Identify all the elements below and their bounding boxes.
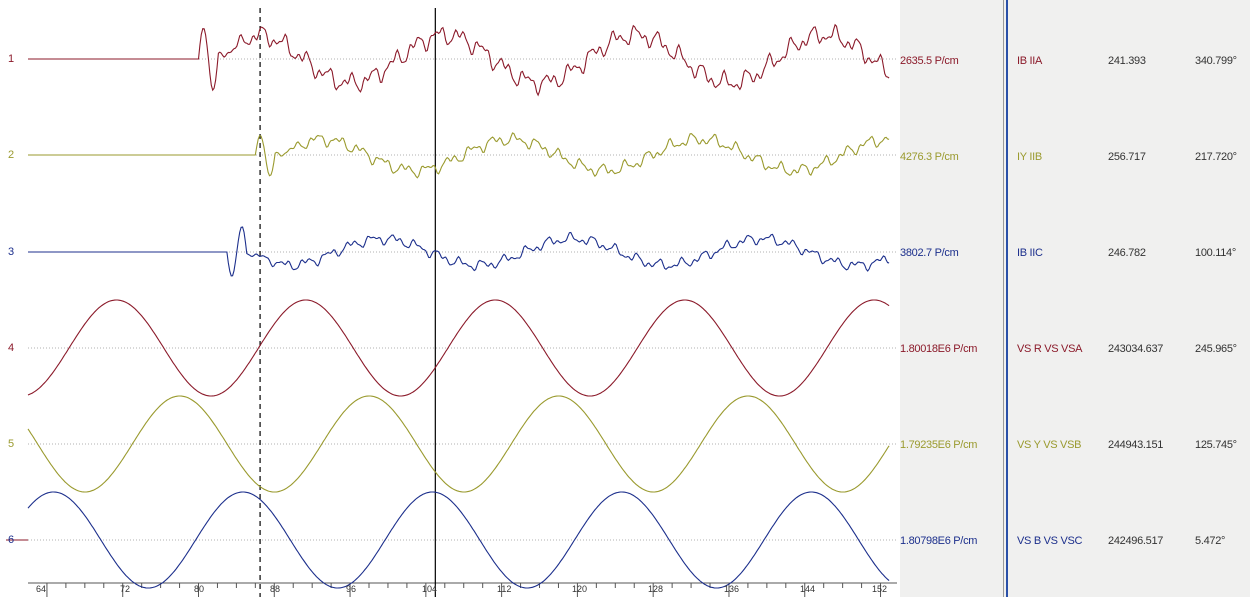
channel-number-2: 2 [8, 149, 15, 161]
channel-angle-4: 245.965° [1195, 343, 1237, 355]
x-tick-label: 144 [800, 584, 816, 594]
channel-magnitude-3: 246.782 [1108, 247, 1146, 259]
channel-magnitude-1: 241.393 [1108, 55, 1146, 67]
channel-magnitude-4: 243034.637 [1108, 343, 1164, 355]
x-tick-label: 64 [36, 584, 47, 594]
x-tick-label: 88 [270, 584, 281, 594]
x-tick-label: 136 [724, 584, 740, 594]
x-tick-label: 128 [648, 584, 664, 594]
channel-angle-6: 5.472° [1195, 535, 1226, 547]
channel-name-5: VS Y VS VSB [1017, 439, 1082, 451]
x-tick-label: 72 [120, 584, 131, 594]
panel-divider [1003, 0, 1004, 597]
waveform-trace-5 [27, 395, 890, 493]
channel-magnitude-5: 244943.151 [1108, 439, 1164, 451]
channel-number-6: 6 [8, 534, 15, 546]
x-tick-label: 112 [497, 584, 512, 594]
panel-divider-blue [1006, 0, 1008, 597]
x-tick-label: 152 [872, 584, 888, 594]
channel-scale-3: 3802.7 P/cm [900, 247, 959, 259]
channel-name-3: IB IIC [1017, 247, 1043, 259]
channel-number-5: 5 [8, 438, 15, 450]
waveform-trace-2 [28, 132, 890, 179]
x-tick-label: 80 [194, 584, 205, 594]
channel-name-6: VS B VS VSC [1017, 535, 1083, 547]
x-tick-label: 120 [572, 584, 588, 594]
waveform-plot[interactable] [0, 0, 900, 597]
channel-number-1: 1 [8, 53, 15, 65]
waveform-trace-4 [27, 299, 890, 397]
channel-info-panel: 2635.5 P/cm IB IIA 241.393 340.799° 4276… [900, 0, 1250, 597]
channel-name-2: IY IIB [1017, 151, 1042, 163]
waveform-trace-3 [28, 226, 890, 277]
channel-scale-6: 1.80798E6 P/cm [900, 535, 978, 547]
channel-scale-1: 2635.5 P/cm [900, 55, 959, 67]
channel-angle-1: 340.799° [1195, 55, 1237, 67]
channel-scale-2: 4276.3 P/cm [900, 151, 959, 163]
waveform-trace-1 [28, 23, 890, 97]
channel-angle-2: 217.720° [1195, 151, 1237, 163]
channel-scale-5: 1.79235E6 P/cm [900, 439, 978, 451]
channel-number-3: 3 [8, 246, 15, 258]
channel-angle-5: 125.745° [1195, 439, 1237, 451]
plot-area[interactable]: 1 2 3 4 5 6 64 72 80 88 96 104 112 120 1… [0, 0, 901, 597]
channel-scale-4: 1.80018E6 P/cm [900, 343, 978, 355]
channel-number-4: 4 [8, 342, 15, 354]
channel-name-4: VS R VS VSA [1017, 343, 1083, 355]
channel-name-1: IB IIA [1017, 55, 1043, 67]
channel-magnitude-2: 256.717 [1108, 151, 1146, 163]
x-tick-label: 96 [346, 584, 357, 594]
channel-magnitude-6: 242496.517 [1108, 535, 1164, 547]
x-tick-label: 104 [422, 584, 438, 594]
waveform-trace-6 [27, 491, 890, 589]
channel-angle-3: 100.114° [1195, 247, 1236, 259]
